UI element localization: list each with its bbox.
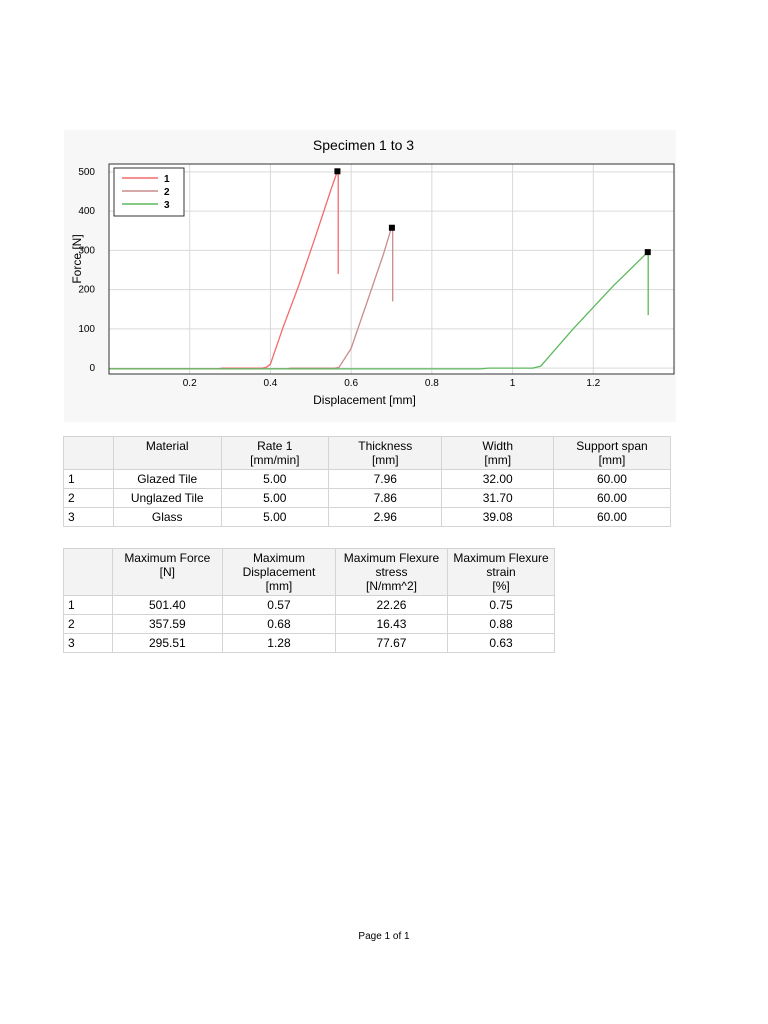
x-tick-label: 0.4: [263, 378, 277, 389]
legend-label-3: 3: [164, 200, 170, 211]
y-tick-label: 400: [78, 206, 95, 217]
header-corner-cell: [63, 548, 113, 596]
table-cell: Glazed Tile: [112, 469, 222, 489]
x-tick-label: 0.6: [344, 378, 358, 389]
table-cell: 501.40: [111, 595, 224, 615]
results-table: Maximum Force [N] Maximum Displacement [m…: [63, 548, 555, 653]
table-cell: Unglazed Tile: [112, 488, 222, 508]
header-corner-cell: [63, 436, 114, 470]
table-cell: 5.00: [220, 507, 330, 527]
table-row: 3 295.51 1.28 77.67 0.63: [63, 633, 555, 653]
force-displacement-chart: 0.2 0.4 0.6 0.8 1 1.2 0 100 200 300 400 500 Specimen…: [70, 137, 675, 407]
y-axis-label: Force [N]: [70, 234, 84, 283]
table-row: 3 Glass 5.00 2.96 39.08 60.00: [63, 507, 672, 527]
plot-border: [108, 163, 675, 375]
table-cell: 0.68: [222, 614, 336, 634]
x-tick-label: 1.2: [586, 378, 600, 389]
specimen-parameters-table: Material Rate 1 [mm/min] Thickness [mm] Wid…: [63, 436, 672, 527]
row-index-cell: 1: [63, 595, 113, 615]
column-header: Maximum Force [N]: [111, 548, 224, 596]
table-cell: 1.28: [222, 633, 336, 653]
plot-area: [109, 164, 674, 374]
table-cell: 32.00: [441, 469, 554, 489]
column-header: Maximum Flexure stress [N/mm^2]: [334, 548, 449, 596]
legend-label-1: 1: [164, 174, 170, 185]
chart-panel: 0.2 0.4 0.6 0.8 1 1.2 0 100 200 300 400 500 Specimen…: [64, 130, 676, 422]
table-cell: 0.88: [447, 614, 555, 634]
table-row: 2 357.59 0.68 16.43 0.88: [63, 614, 555, 634]
row-index-cell: 3: [63, 633, 113, 653]
table-cell: 39.08: [441, 507, 554, 527]
row-index-cell: 2: [63, 488, 114, 508]
chart-title: Specimen 1 to 3: [313, 137, 414, 153]
row-index-cell: 3: [63, 507, 114, 527]
legend-box: [113, 167, 185, 217]
y-tick-label: 500: [78, 167, 95, 178]
x-tick-label: 0.2: [183, 378, 197, 389]
table-cell: 7.96: [328, 469, 443, 489]
x-tick-label: 1: [510, 378, 516, 389]
table-cell: 31.70: [441, 488, 554, 508]
table-cell: 5.00: [220, 488, 330, 508]
column-header: Maximum Flexure strain [%]: [447, 548, 555, 596]
y-tick-label: 200: [78, 285, 95, 296]
y-tick-label: 0: [89, 363, 95, 374]
table-cell: 60.00: [552, 469, 672, 489]
table-cell: 5.00: [220, 469, 330, 489]
row-index-cell: 2: [63, 614, 113, 634]
table-cell: 22.26: [334, 595, 449, 615]
y-tick-label: 300: [78, 245, 95, 256]
table-row: 2 Unglazed Tile 5.00 7.86 31.70 60.00: [63, 488, 672, 508]
table-cell: 77.67: [334, 633, 449, 653]
table-cell: 357.59: [111, 614, 224, 634]
table-cell: 295.51: [111, 633, 224, 653]
table-cell: 60.00: [552, 507, 672, 527]
table-cell: 16.43: [334, 614, 449, 634]
table-row: 1 501.40 0.57 22.26 0.75: [63, 595, 555, 615]
column-header: Width [mm]: [441, 436, 554, 470]
peak-marker-3: [644, 249, 651, 256]
table-header-row: Maximum Force [N] Maximum Displacement [m…: [63, 548, 555, 596]
table-header-row: Material Rate 1 [mm/min] Thickness [mm] Wid…: [63, 436, 672, 470]
table-cell: 7.86: [328, 488, 443, 508]
table-row: 1 Glazed Tile 5.00 7.96 32.00 60.00: [63, 469, 672, 489]
peak-marker-1: [334, 168, 341, 175]
table-cell: 2.96: [328, 507, 443, 527]
peak-marker-2: [388, 224, 395, 231]
column-header: Support span [mm]: [552, 436, 672, 470]
row-index-cell: 1: [63, 469, 114, 489]
x-axis-label: Displacement [mm]: [313, 393, 416, 407]
column-header: Thickness [mm]: [328, 436, 443, 470]
page-number: Page 1 of 1: [358, 931, 410, 942]
table-cell: 60.00: [552, 488, 672, 508]
legend-label-2: 2: [164, 187, 170, 198]
table-cell: 0.75: [447, 595, 555, 615]
y-tick-label: 100: [78, 324, 95, 335]
x-tick-label: 0.8: [425, 378, 439, 389]
table-cell: Glass: [112, 507, 222, 527]
table-cell: 0.57: [222, 595, 336, 615]
column-header: Maximum Displacement [mm]: [222, 548, 336, 596]
table-cell: 0.63: [447, 633, 555, 653]
column-header: Rate 1 [mm/min]: [220, 436, 330, 470]
column-header: Material: [112, 436, 222, 470]
